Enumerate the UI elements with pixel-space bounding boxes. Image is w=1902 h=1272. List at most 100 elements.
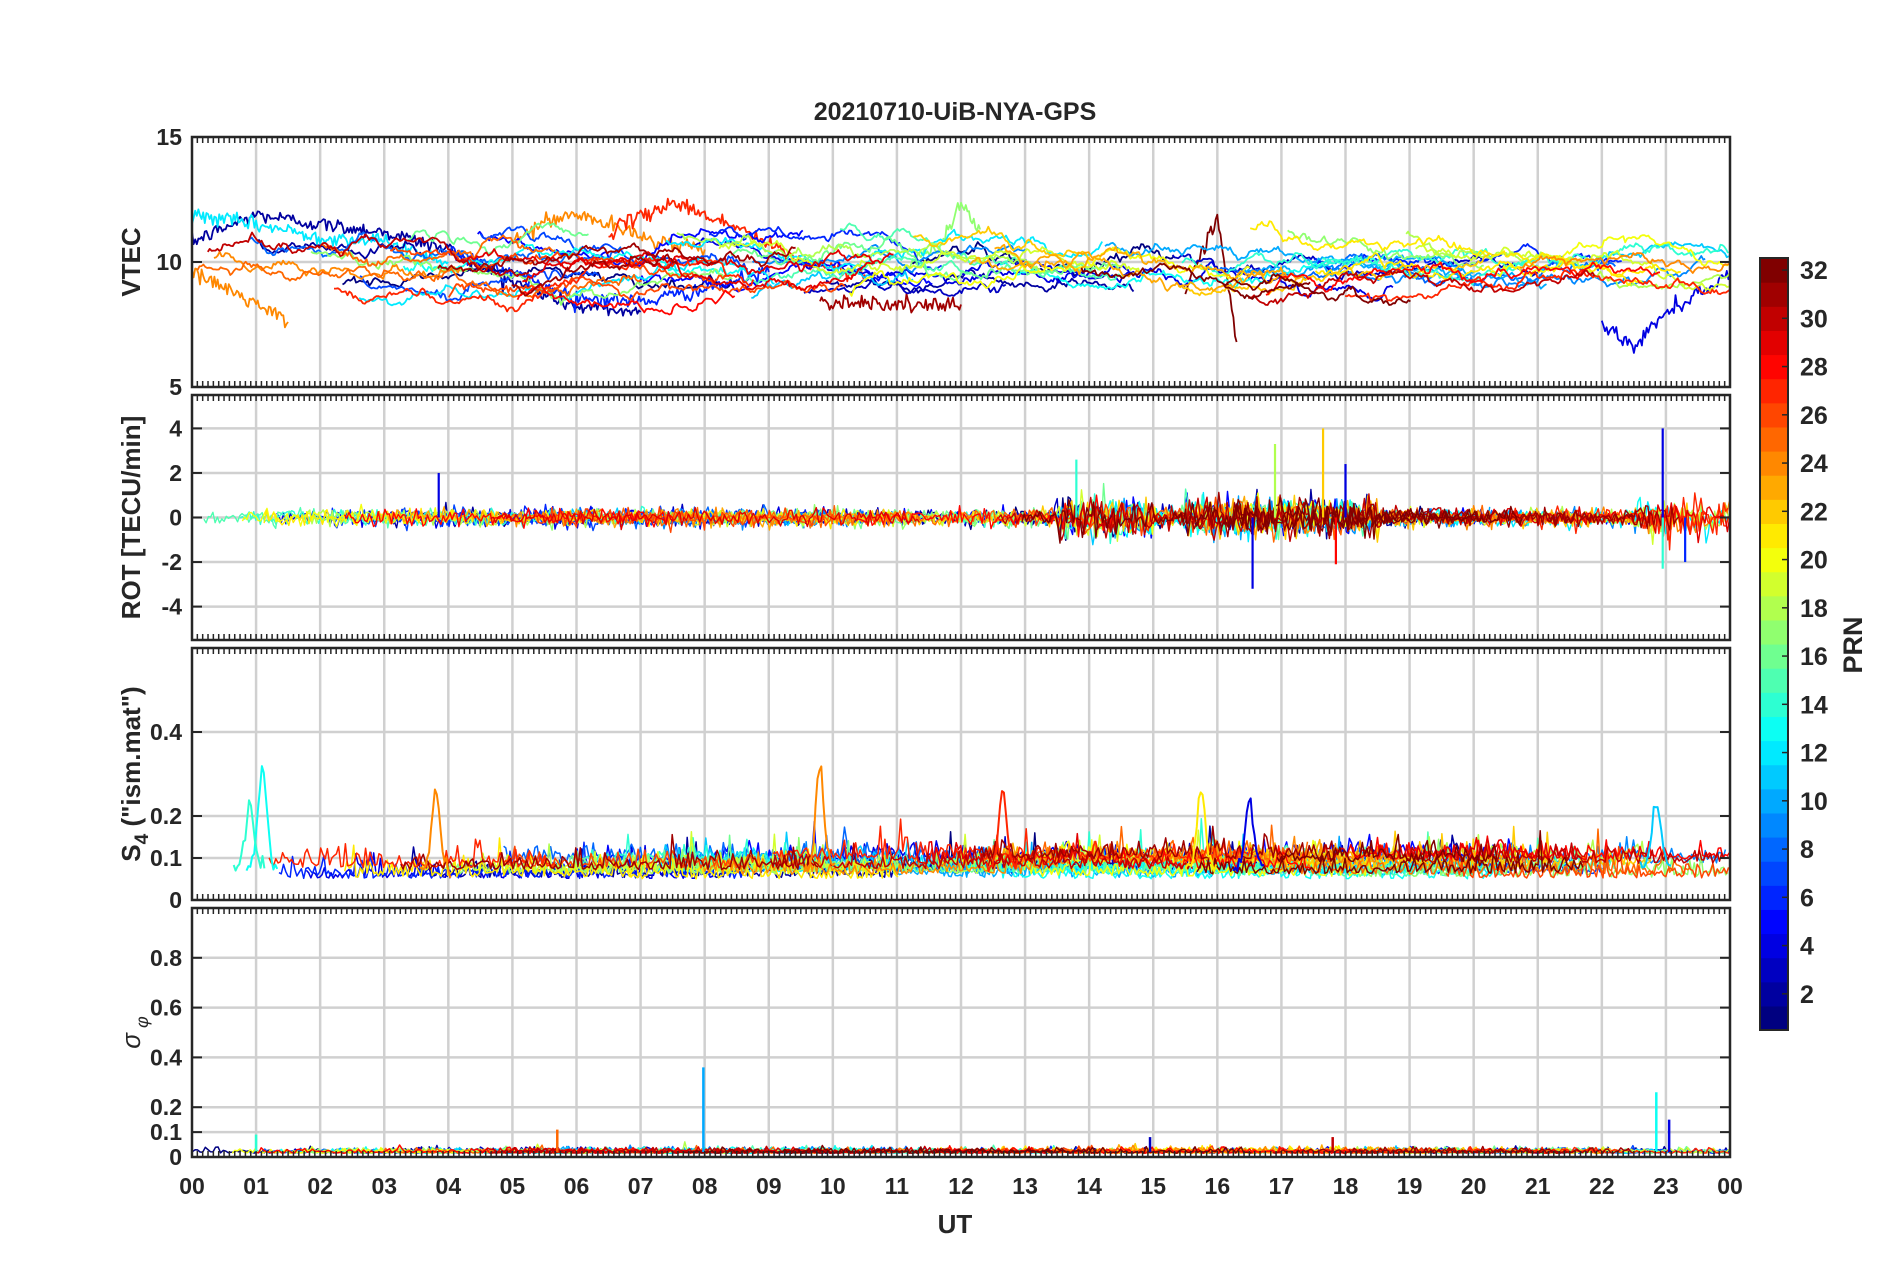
colorbar-tick-label: 6 (1800, 884, 1814, 912)
vtec-track-prn22 (913, 225, 1091, 261)
s4-peak (232, 799, 266, 872)
colorbar-tick-label: 24 (1800, 450, 1828, 478)
colorbar-segment (1760, 861, 1788, 886)
x-axis-label: UT (938, 1209, 973, 1239)
rot-trace-prn29 (1432, 502, 1730, 544)
y-tick-label: 0.1 (150, 1119, 182, 1145)
colorbar-segment (1760, 909, 1788, 935)
colorbar-segment (1760, 764, 1788, 790)
vtec-track-prn32 (1223, 273, 1411, 306)
y-tick-label: 4 (169, 415, 182, 441)
y-tick-label: 15 (156, 124, 182, 150)
vtec-track-prn25 (196, 260, 642, 299)
rot-trace-prn32 (1021, 499, 1523, 544)
vtec-track-prn29 (521, 252, 894, 291)
colorbar-tick-label: 2 (1800, 981, 1814, 1009)
s4-trace-prn24 (701, 845, 1074, 876)
colorbar-segment (1760, 523, 1788, 549)
s4-peak (1639, 805, 1672, 869)
vtec-track-prn23 (968, 251, 1304, 292)
s4-trace-prn30 (1402, 842, 1729, 864)
vtec-track-prn12 (192, 208, 449, 267)
vtec-track-prn28 (1265, 261, 1661, 296)
vtec-track-prn13 (402, 243, 744, 277)
colorbar-tick-label: 12 (1800, 740, 1828, 768)
x-tick-label: 10 (820, 1173, 846, 1199)
y-tick-label: 2 (169, 460, 182, 486)
y-tick-label: 0.2 (150, 803, 182, 829)
x-tick-label: 08 (692, 1173, 718, 1199)
y-tick-label: 0.4 (150, 1044, 182, 1070)
vtec-track-prn25 (322, 234, 556, 267)
vtec-track-prn21 (1250, 220, 1645, 287)
vtec-track-prn24 (1519, 252, 1730, 274)
panel-rot: -4 -2 0 2 4 ROT [TECU/min] (116, 393, 1732, 642)
x-tick-label: 23 (1653, 1173, 1679, 1199)
y-tick-label: 0 (169, 1144, 182, 1170)
y-tick-label: -2 (162, 549, 182, 575)
colorbar-segment (1760, 957, 1788, 983)
series-group (192, 197, 1730, 354)
colorbar-segment (1760, 378, 1788, 404)
colorbar-segment (1760, 426, 1788, 452)
vtec-track-prn31 (511, 253, 678, 297)
s4-trace-prn30 (769, 842, 1194, 870)
panel-vtec: 5 10 15 VTEC (116, 124, 1732, 400)
x-tick-label: 15 (1140, 1173, 1166, 1199)
vtec-track-prn31 (437, 242, 796, 273)
s4-trace-prn20 (1023, 839, 1380, 878)
colorbar-tick-label: 20 (1800, 547, 1828, 575)
x-tick-label: 04 (436, 1173, 462, 1199)
x-tick-label: 17 (1269, 1173, 1295, 1199)
x-tick-label: 11 (885, 1173, 910, 1199)
vtec-track-prn31 (819, 293, 962, 314)
y-tick-label: 0.2 (150, 1094, 182, 1120)
x-tick-label: 09 (756, 1173, 782, 1199)
x-tick-label: 00 (179, 1173, 205, 1199)
vtec-track-prn7 (359, 269, 599, 302)
vtec-track-prn24 (192, 267, 289, 329)
vtec-track-prn24 (213, 250, 461, 280)
grid (192, 908, 1730, 1157)
x-minor-ticks (191, 648, 1731, 900)
x-tick-label: 20 (1461, 1173, 1487, 1199)
vtec-track-prn2 (192, 210, 642, 317)
vtec-track-prn7 (479, 225, 749, 271)
y-axis-label: ROT [TECU/min] (116, 416, 146, 620)
vtec-track-prn20 (1489, 234, 1730, 278)
s4-peak (1232, 797, 1265, 873)
panel-s4: 0 0.1 0.2 0.4S4 ("ism.mat") (116, 646, 1732, 913)
vtec-track-prn4 (692, 237, 1133, 286)
colorbar-segment (1760, 330, 1788, 356)
chart-title: 20210710-UiB-NYA-GPS (814, 98, 1097, 126)
colorbar-label: PRN (1838, 616, 1868, 673)
colorbar-tick-label: 18 (1800, 595, 1828, 623)
s4-trace-prn32 (1276, 833, 1498, 863)
x-minor-ticks (191, 395, 1731, 640)
y-axis-label: VTEC (116, 227, 146, 297)
series-group (203, 428, 1730, 589)
s4-trace-prn21 (628, 848, 899, 880)
colorbar-segment (1760, 571, 1788, 597)
s4-trace-prn31 (400, 833, 819, 871)
vtec-track-prn28 (516, 283, 736, 316)
s4-peak (985, 790, 1019, 872)
colorbar-tick-label: 28 (1800, 354, 1828, 382)
x-minor-ticks (191, 908, 1731, 1157)
colorbar-segment (1760, 619, 1788, 645)
panel-sigma_phi: 00.10.2 0.4 0.6 0.8 σ φ 00 01 02 03 04 05 06 07 08 09 1… (116, 906, 1743, 1199)
s4-peak (245, 765, 279, 871)
series-group (232, 765, 1730, 880)
colorbar-tick-label: 30 (1800, 305, 1828, 333)
vtec-track-prn23 (994, 243, 1298, 281)
colorbar-segment (1760, 668, 1788, 693)
y-tick-label: 10 (156, 249, 182, 275)
vtec-track-prn3 (803, 276, 1007, 297)
vtec-track-prn16 (407, 221, 589, 256)
y-tick-label: -4 (162, 594, 183, 620)
vtec-track-prn21 (1314, 252, 1681, 281)
x-minor-ticks (191, 137, 1731, 387)
x-tick-label: 18 (1333, 1173, 1359, 1199)
